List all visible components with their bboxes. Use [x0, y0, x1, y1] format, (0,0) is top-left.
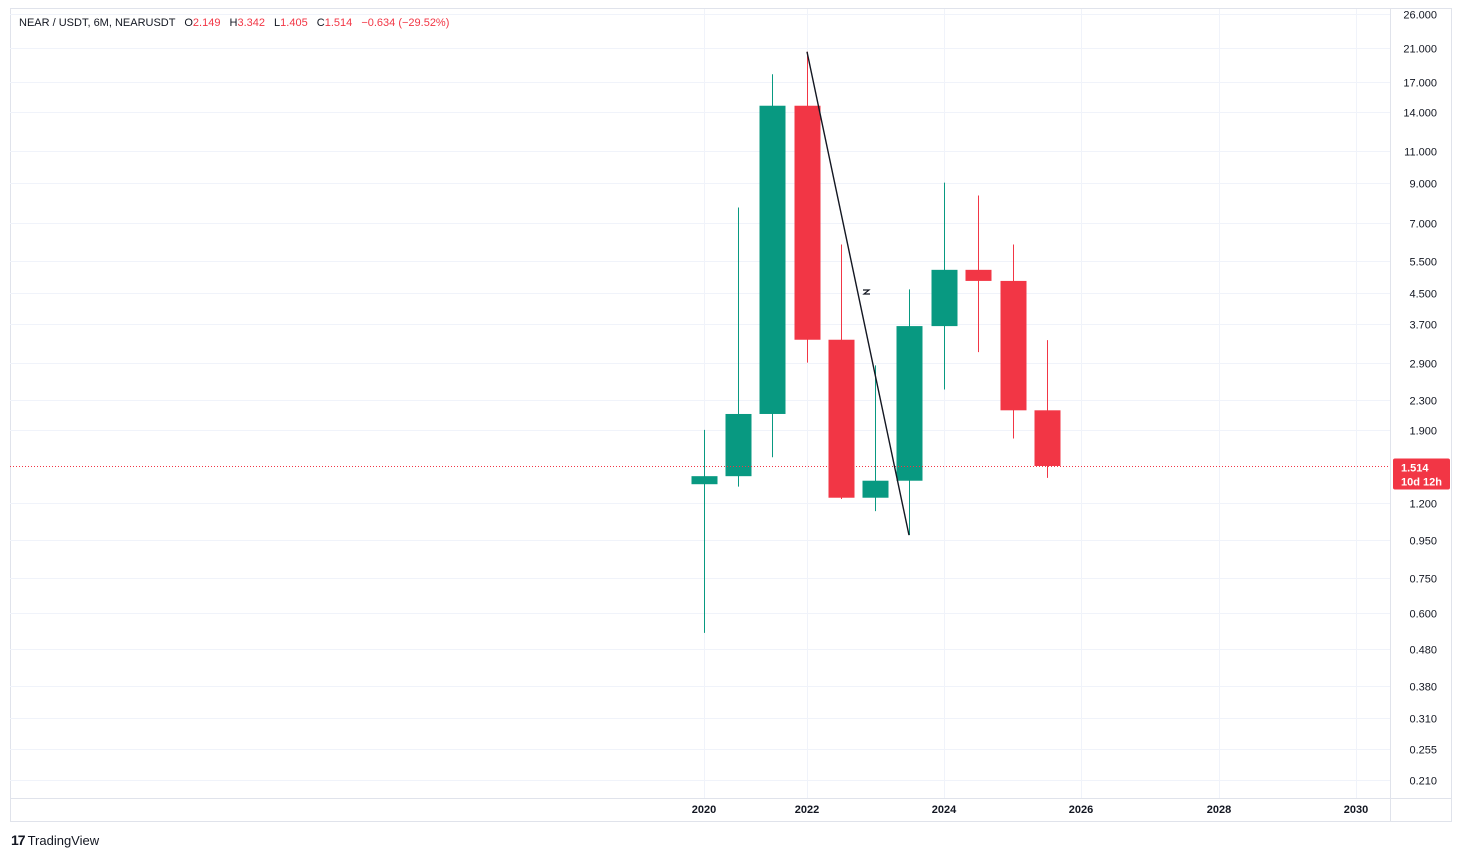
axes: 26.000 21.000 17.000 14.000 11.000 9.000 7.000…: [10, 9, 1452, 821]
y-tick-label: 1.200: [1409, 499, 1437, 511]
candle-body[interactable]: [759, 105, 786, 414]
y-tick-label: 21.000: [1403, 44, 1437, 56]
x-tick-label: 2028: [1207, 804, 1231, 816]
y-tick-label: 0.950: [1409, 536, 1437, 548]
y-tick-label: 1.900: [1409, 426, 1437, 438]
candle-body[interactable]: [965, 269, 992, 281]
candle-body[interactable]: [862, 480, 889, 498]
candles: [691, 51, 1061, 633]
legend-open-value: 2.149: [192, 17, 221, 29]
tradingview-logo[interactable]: 17 TradingView: [11, 832, 99, 848]
y-tick-label: 0.310: [1409, 714, 1437, 726]
y-tick-label: 7.000: [1409, 219, 1437, 231]
y-tick-label: 26.000: [1403, 10, 1437, 22]
legend-high-value: 3.342: [237, 17, 265, 29]
legend-low-value: 1.405: [280, 17, 308, 29]
candle-body[interactable]: [691, 476, 718, 485]
y-tick-label: 2.900: [1409, 359, 1437, 371]
y-tick-label: 11.000: [1404, 147, 1437, 159]
legend-close-value: 1.514: [324, 17, 353, 29]
candle-body[interactable]: [794, 105, 821, 340]
y-tick-label: 0.600: [1409, 609, 1437, 621]
x-tick-label: 2030: [1344, 804, 1368, 816]
legend-low-label: L: [274, 17, 281, 29]
price-tag-box: [1393, 458, 1450, 490]
tradingview-logo-text: TradingView: [27, 832, 100, 848]
y-tick-label: 0.380: [1409, 682, 1437, 694]
x-tick-label: 2020: [692, 804, 716, 816]
grid-lines: [10, 9, 1390, 798]
y-tick-label: 0.750: [1409, 574, 1437, 586]
candle-body[interactable]: [1000, 280, 1027, 411]
legend-close-label: C: [316, 17, 325, 29]
y-tick-label: 4.500: [1409, 289, 1437, 301]
x-tick-label: 2024: [932, 804, 957, 816]
y-tick-label: 0.255: [1409, 745, 1437, 757]
y-tick-label: 0.480: [1409, 645, 1437, 657]
drawing-marker-icon: [862, 289, 871, 295]
y-tick-label: 0.210: [1409, 776, 1437, 788]
y-tick-label: 2.300: [1409, 396, 1437, 408]
candle-body[interactable]: [828, 339, 855, 498]
candle-body[interactable]: [896, 326, 923, 481]
candle-body[interactable]: [931, 269, 958, 327]
symbol-legend: NEAR / USDT, 6M, NEARUSDT O2.149 H3.342 …: [19, 17, 449, 29]
price-tag-value: 1.514: [1401, 463, 1429, 475]
x-tick-label: 2026: [1069, 804, 1093, 816]
last-price-tag: 1.514 10d 12h: [1393, 458, 1450, 490]
y-tick-label: 5.500: [1409, 257, 1437, 269]
legend-change: −0.634 (−29.52%): [361, 17, 450, 29]
y-tick-label: 17.000: [1403, 78, 1437, 90]
x-tick-label: 2022: [795, 804, 819, 816]
price-tag-countdown: 10d 12h: [1401, 477, 1442, 489]
drawings: [10, 51, 1390, 536]
candle-body[interactable]: [1034, 410, 1061, 466]
y-tick-label: 3.700: [1409, 320, 1437, 332]
candle-body[interactable]: [725, 413, 752, 477]
trend-line[interactable]: [806, 51, 910, 536]
tradingview-logo-icon: 17: [11, 832, 26, 848]
chart-frame: [10, 8, 1452, 822]
legend-open-label: O: [184, 17, 193, 29]
legend-high-label: H: [229, 17, 238, 29]
y-tick-label: 14.000: [1403, 108, 1437, 120]
legend-symbol[interactable]: NEAR / USDT, 6M, NEARUSDT: [19, 17, 176, 29]
y-tick-label: 9.000: [1409, 179, 1437, 191]
